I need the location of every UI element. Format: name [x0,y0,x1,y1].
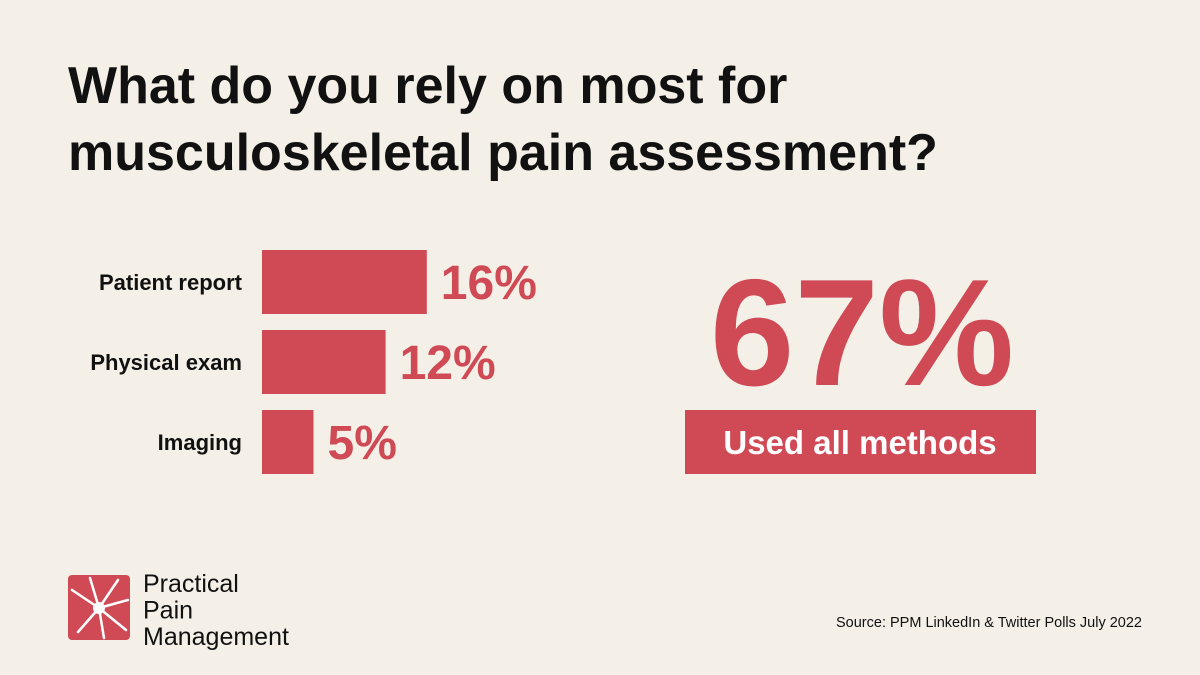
value-label: 12% [400,337,496,390]
logo-line: Management [143,623,289,651]
highlight-box [685,410,1036,474]
logo-icon [68,575,130,640]
chart-title-text: What do you rely on most for musculoskele… [68,57,938,182]
highlight-caption: Used all methods [723,424,996,461]
bar [262,250,427,314]
logo-line: Pain [143,597,193,625]
category-label: Patient report [99,270,243,295]
value-label: 5% [328,417,397,470]
bar [262,410,314,474]
value-label: 16% [441,257,537,310]
source: Source: PPM LinkedIn & Twitter Polls Jul… [836,615,1142,631]
bar [262,330,386,394]
category-label: Physical exam [90,350,242,375]
highlight-value: 67% [710,248,1014,418]
category-label: Imaging [158,430,242,455]
logo-line: Practical [143,570,239,598]
chart-title: What do you rely on most for musculoskele… [68,57,938,182]
